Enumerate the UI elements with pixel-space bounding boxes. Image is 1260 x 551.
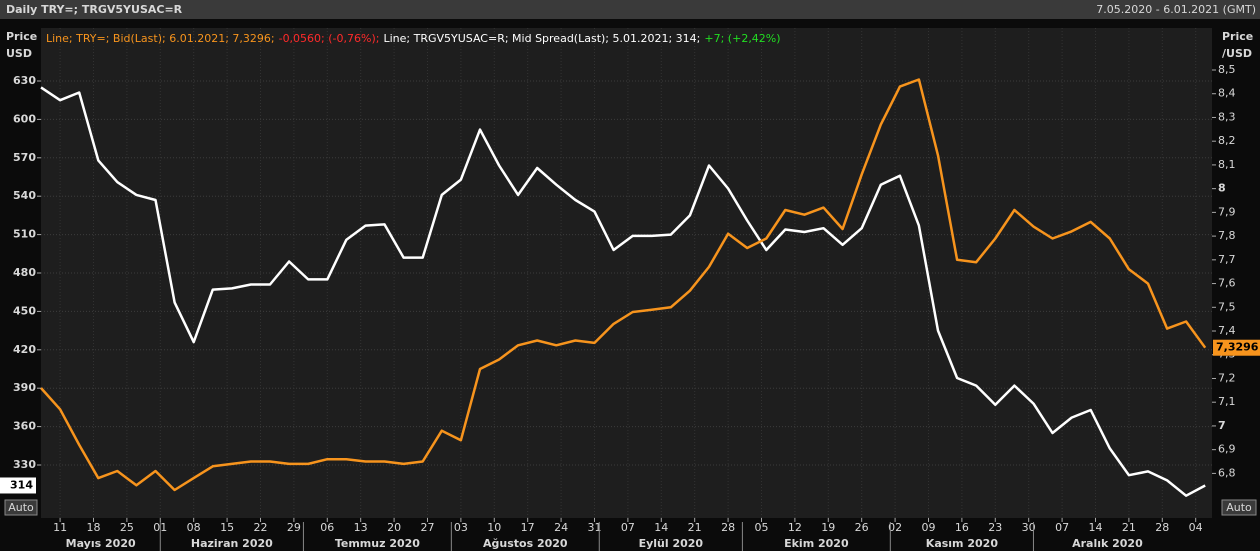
y-axis-label: USD [6, 47, 32, 60]
legend-entry: +7; (+2,42%) [704, 32, 780, 45]
x-tick-label: 25 [120, 521, 134, 534]
y2-tick-label: 8,4 [1218, 87, 1236, 100]
x-tick-label: 18 [86, 521, 100, 534]
x-tick-label: 08 [187, 521, 201, 534]
x-tick-label: 28 [1155, 521, 1169, 534]
last-value-label: 314 [10, 478, 33, 491]
y2-tick-label: 8,2 [1218, 134, 1236, 147]
x-tick-label: 10 [487, 521, 501, 534]
x-tick-label: 05 [754, 521, 768, 534]
month-label: Eylül 2020 [639, 537, 704, 550]
y-tick-label: 450 [13, 304, 36, 317]
x-tick-label: 22 [253, 521, 267, 534]
auto-button-label[interactable]: Auto [1226, 501, 1252, 514]
legend-entry: -0,0560; (-0,76%); [279, 32, 380, 45]
x-tick-label: 21 [1122, 521, 1136, 534]
y-tick-label: 600 [13, 112, 36, 125]
y2-tick-label: 7,4 [1218, 324, 1236, 337]
auto-button-label[interactable]: Auto [8, 501, 34, 514]
x-tick-label: 20 [387, 521, 401, 534]
month-label: Haziran 2020 [191, 537, 273, 550]
auto-button[interactable] [1221, 499, 1257, 516]
y2-tick-label: 6,9 [1218, 443, 1236, 456]
y2-tick-label: 7,8 [1218, 229, 1236, 242]
y-tick-label: 630 [13, 74, 36, 87]
x-tick-label: 15 [220, 521, 234, 534]
legend-entry: Line; TRGV5YUSAC=R; Mid Spread(Last); 5.… [383, 32, 700, 45]
line [40, 86, 1206, 497]
y2-tick-label: 7 [1218, 419, 1226, 432]
x-tick-label: 27 [420, 521, 434, 534]
x-tick-label: 19 [821, 521, 835, 534]
x-tick-label: 04 [1189, 521, 1203, 534]
y-tick-label: 360 [13, 420, 36, 433]
y2-tick-label: 8,3 [1218, 110, 1236, 123]
x-tick-label: 07 [621, 521, 635, 534]
y2-tick-label: 7,1 [1218, 395, 1236, 408]
x-tick-label: 14 [1088, 521, 1102, 534]
y2-tick-label: 6,8 [1218, 466, 1236, 479]
month-label: Temmuz 2020 [335, 537, 420, 550]
x-tick-label: 30 [1022, 521, 1036, 534]
y-tick-label: 540 [13, 189, 36, 202]
y-tick-label: 390 [13, 381, 36, 394]
last-value-box [0, 477, 36, 494]
legend-entry: Line; TRY=; Bid(Last); 6.01.2021; 7,3296… [46, 32, 275, 45]
x-tick-label: 31 [587, 521, 601, 534]
x-tick-label: 03 [454, 521, 468, 534]
x-tick-label: 06 [320, 521, 334, 534]
y-tick-label: 510 [13, 228, 36, 241]
y2-tick-label: 8,5 [1218, 63, 1236, 76]
y2-tick-label: 7,2 [1218, 371, 1236, 384]
last-value-box [1213, 339, 1260, 356]
date-range: 7.05.2020 - 6.01.2021 (GMT) [1096, 3, 1256, 16]
y-tick-label: 570 [13, 151, 36, 164]
x-tick-label: 12 [788, 521, 802, 534]
y2-tick-label: 7,9 [1218, 205, 1236, 218]
y2-axis-label: Price [1222, 30, 1253, 43]
month-label: Mayıs 2020 [66, 537, 136, 550]
y2-tick-label: 8,1 [1218, 158, 1236, 171]
y-tick-label: 480 [13, 266, 36, 279]
chart-title: Daily TRY=; TRGV5YUSAC=R [6, 3, 183, 16]
x-tick-label: 29 [287, 521, 301, 534]
last-value-label: 7,3296 [1216, 341, 1259, 354]
x-tick-label: 28 [721, 521, 735, 534]
y2-tick-label: 7,5 [1218, 300, 1236, 313]
y2-tick-label: 7,7 [1218, 253, 1236, 266]
x-tick-label: 09 [921, 521, 935, 534]
y-tick-label: 420 [13, 343, 36, 356]
x-tick-label: 21 [688, 521, 702, 534]
x-tick-label: 07 [1055, 521, 1069, 534]
x-tick-label: 16 [955, 521, 969, 534]
y2-tick-label: 8 [1218, 182, 1226, 195]
auto-button[interactable] [4, 499, 38, 516]
y2-tick-label: 7,6 [1218, 277, 1236, 290]
month-label: Kasım 2020 [926, 537, 999, 550]
y-axis-label: Price [6, 30, 37, 43]
y2-axis-label: /USD [1222, 47, 1252, 60]
x-tick-label: 23 [988, 521, 1002, 534]
series [40, 78, 1207, 497]
x-tick-label: 14 [654, 521, 668, 534]
header-bar [0, 0, 1260, 19]
x-tick-label: 17 [521, 521, 535, 534]
month-label: Ağustos 2020 [483, 537, 568, 550]
x-tick-label: 13 [354, 521, 368, 534]
x-tick-label: 02 [888, 521, 902, 534]
legend: Line; TRY=; Bid(Last); 6.01.2021; 7,3296… [46, 32, 781, 45]
x-tick-label: 24 [554, 521, 568, 534]
x-tick-label: 11 [53, 521, 67, 534]
y-tick-label: 330 [13, 458, 36, 471]
x-tick-label: 26 [855, 521, 869, 534]
line [40, 78, 1207, 492]
month-label: Aralık 2020 [1072, 537, 1143, 550]
grid [41, 28, 1212, 518]
month-label: Ekim 2020 [784, 537, 849, 550]
